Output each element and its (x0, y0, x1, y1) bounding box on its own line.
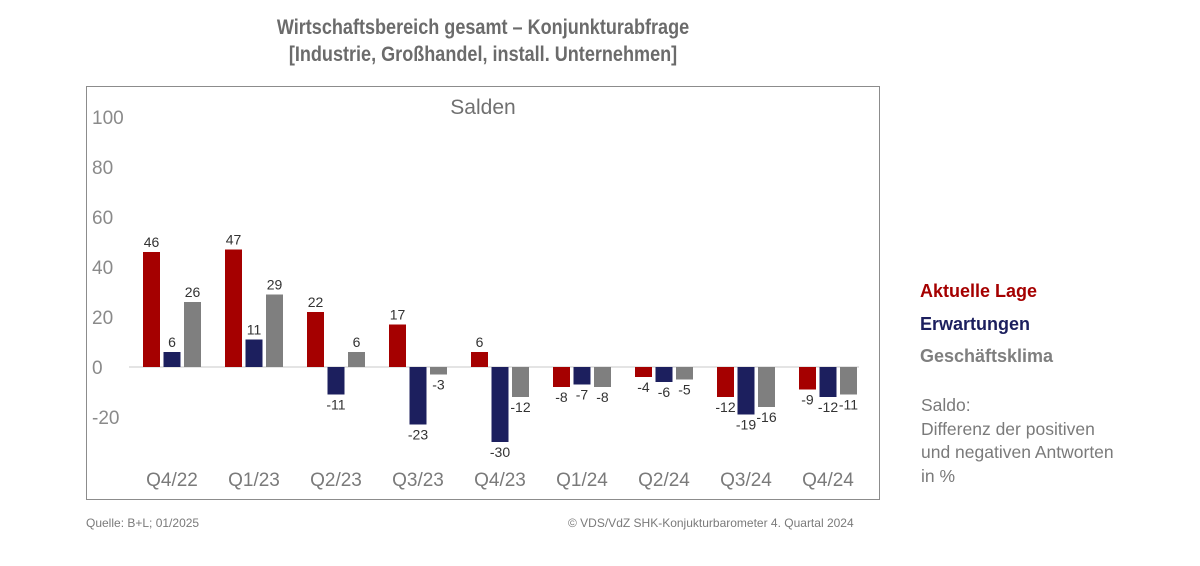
bar (717, 367, 734, 397)
y-tick-label: 40 (92, 258, 113, 279)
bar (635, 367, 652, 377)
bar (676, 367, 693, 380)
data-label: 6 (168, 334, 176, 350)
bar (143, 252, 160, 367)
x-tick-label: Q1/23 (228, 470, 280, 491)
x-tick-label: Q4/22 (146, 470, 198, 491)
data-label: -3 (432, 377, 445, 393)
bar (163, 352, 181, 367)
x-tick-label: Q2/23 (310, 470, 362, 491)
bar (409, 367, 427, 425)
legend-item: Erwartungen (920, 313, 1031, 334)
legend-note: Saldo: Differenz der positiven und negat… (921, 394, 1191, 488)
legend-note-line: und negativen Antworten (921, 442, 1114, 462)
bar (819, 367, 837, 397)
data-label: -16 (756, 409, 776, 425)
chart-title-line-1: Wirtschaftsbereich gesamt – Konjunkturab… (276, 16, 690, 39)
y-tick-label: 20 (92, 308, 113, 329)
x-tick-label: Q4/24 (802, 470, 854, 491)
data-label: -19 (736, 417, 756, 433)
legend-note-line: Saldo: (921, 395, 971, 415)
source-note: Quelle: B+L; 01/2025 (86, 516, 200, 530)
x-tick-label: Q3/23 (392, 470, 444, 491)
data-label: -12 (510, 399, 530, 415)
data-label: 29 (267, 277, 283, 293)
bar (184, 302, 201, 367)
legend-item: Geschäftsklima (920, 346, 1054, 366)
bar (327, 367, 345, 395)
bar (737, 367, 755, 415)
bar (430, 367, 447, 375)
data-label: 11 (247, 322, 262, 338)
data-label: -12 (715, 399, 735, 415)
data-label: -30 (490, 444, 510, 460)
bar (225, 249, 242, 367)
data-label: -8 (555, 389, 568, 405)
data-label: -23 (408, 427, 428, 443)
bar (307, 312, 324, 367)
data-label: -12 (818, 399, 838, 415)
data-label: 6 (476, 334, 484, 350)
data-label: 47 (226, 232, 242, 248)
y-tick-label: 80 (92, 158, 113, 179)
bar (471, 352, 488, 367)
y-tick-label: 60 (92, 208, 113, 229)
legend-note-line: Differenz der positiven (921, 418, 1095, 439)
bar (799, 367, 816, 390)
chart-subtitle: Salden (450, 96, 516, 119)
bar (348, 352, 365, 367)
data-label: 17 (390, 307, 406, 323)
bar (389, 324, 406, 367)
bar (655, 367, 673, 382)
chart-title-line-2: [Industrie, Großhandel, install. Unterne… (288, 43, 678, 66)
data-label: -11 (326, 397, 345, 413)
data-label: 22 (308, 294, 324, 310)
x-tick-label: Q3/24 (720, 470, 772, 491)
data-label: -11 (839, 397, 858, 413)
legend-item: Aktuelle Lage (920, 281, 1038, 301)
data-label: -8 (596, 389, 609, 405)
legend: Aktuelle Lage Erwartungen Geschäftsklima (920, 279, 1053, 377)
data-label: -9 (801, 392, 814, 408)
y-tick-label: -20 (92, 408, 119, 429)
bar-chart: 100 80 60 40 20 0 -20 46 6 26 Q4/22 47 11 29 Q1/23 22 -1… (92, 108, 859, 491)
data-label: 6 (353, 334, 361, 350)
copyright-note: © VDS/VdZ SHK-Konjukturbarometer 4. Quar… (568, 516, 854, 530)
y-tick-label: 100 (92, 108, 124, 129)
legend-note-line: in % (921, 465, 956, 486)
bar (840, 367, 857, 395)
x-tick-label: Q4/23 (474, 470, 526, 491)
data-label: -5 (678, 382, 691, 398)
chart-title: Wirtschaftsbereich gesamt – Konjunkturab… (142, 14, 825, 68)
data-label: 46 (144, 234, 160, 250)
bar (553, 367, 570, 387)
data-label: -4 (637, 379, 650, 395)
plot-area: 100 80 60 40 20 0 -20 46 6 26 Q4/22 47 11 29 Q1/23 22 -1… (86, 86, 880, 500)
y-tick-label: 0 (92, 358, 103, 379)
data-label: -6 (658, 384, 671, 400)
bar (573, 367, 591, 385)
bar (594, 367, 611, 387)
bar (266, 294, 283, 367)
x-tick-label: Q1/24 (556, 470, 608, 491)
bar (758, 367, 775, 407)
bar (491, 367, 509, 442)
data-label: 26 (185, 284, 201, 300)
data-label: -7 (576, 387, 589, 403)
bar (512, 367, 529, 397)
x-tick-label: Q2/24 (638, 470, 690, 491)
bar (245, 339, 263, 367)
